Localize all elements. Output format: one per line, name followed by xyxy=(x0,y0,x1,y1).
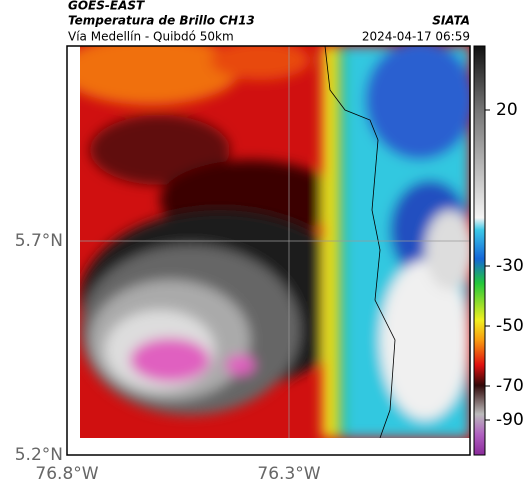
org: SIATA xyxy=(432,14,470,28)
satellite-image xyxy=(80,46,470,438)
timestamp: 2024-04-17 06:59 xyxy=(362,30,470,44)
title: Temperatura de Brillo CH13 xyxy=(68,14,255,28)
lon-label: 76.8°W xyxy=(35,464,98,484)
colorbar-label: -50 xyxy=(496,316,524,336)
lat-label: 5.2°N xyxy=(15,445,63,465)
map-frame xyxy=(66,45,471,456)
colorbar xyxy=(473,45,486,456)
colorbar-label: -70 xyxy=(496,376,524,396)
lat-label: 5.7°N xyxy=(15,231,63,251)
subtitle: Vía Medellín - Quibdó 50km xyxy=(68,30,234,44)
colorbar-label: -30 xyxy=(496,256,524,276)
colorbar-label: 20 xyxy=(496,100,518,120)
colorbar-label: -90 xyxy=(496,410,524,430)
source: GOES-EAST xyxy=(68,0,145,13)
lon-label: 76.3°W xyxy=(257,464,320,484)
